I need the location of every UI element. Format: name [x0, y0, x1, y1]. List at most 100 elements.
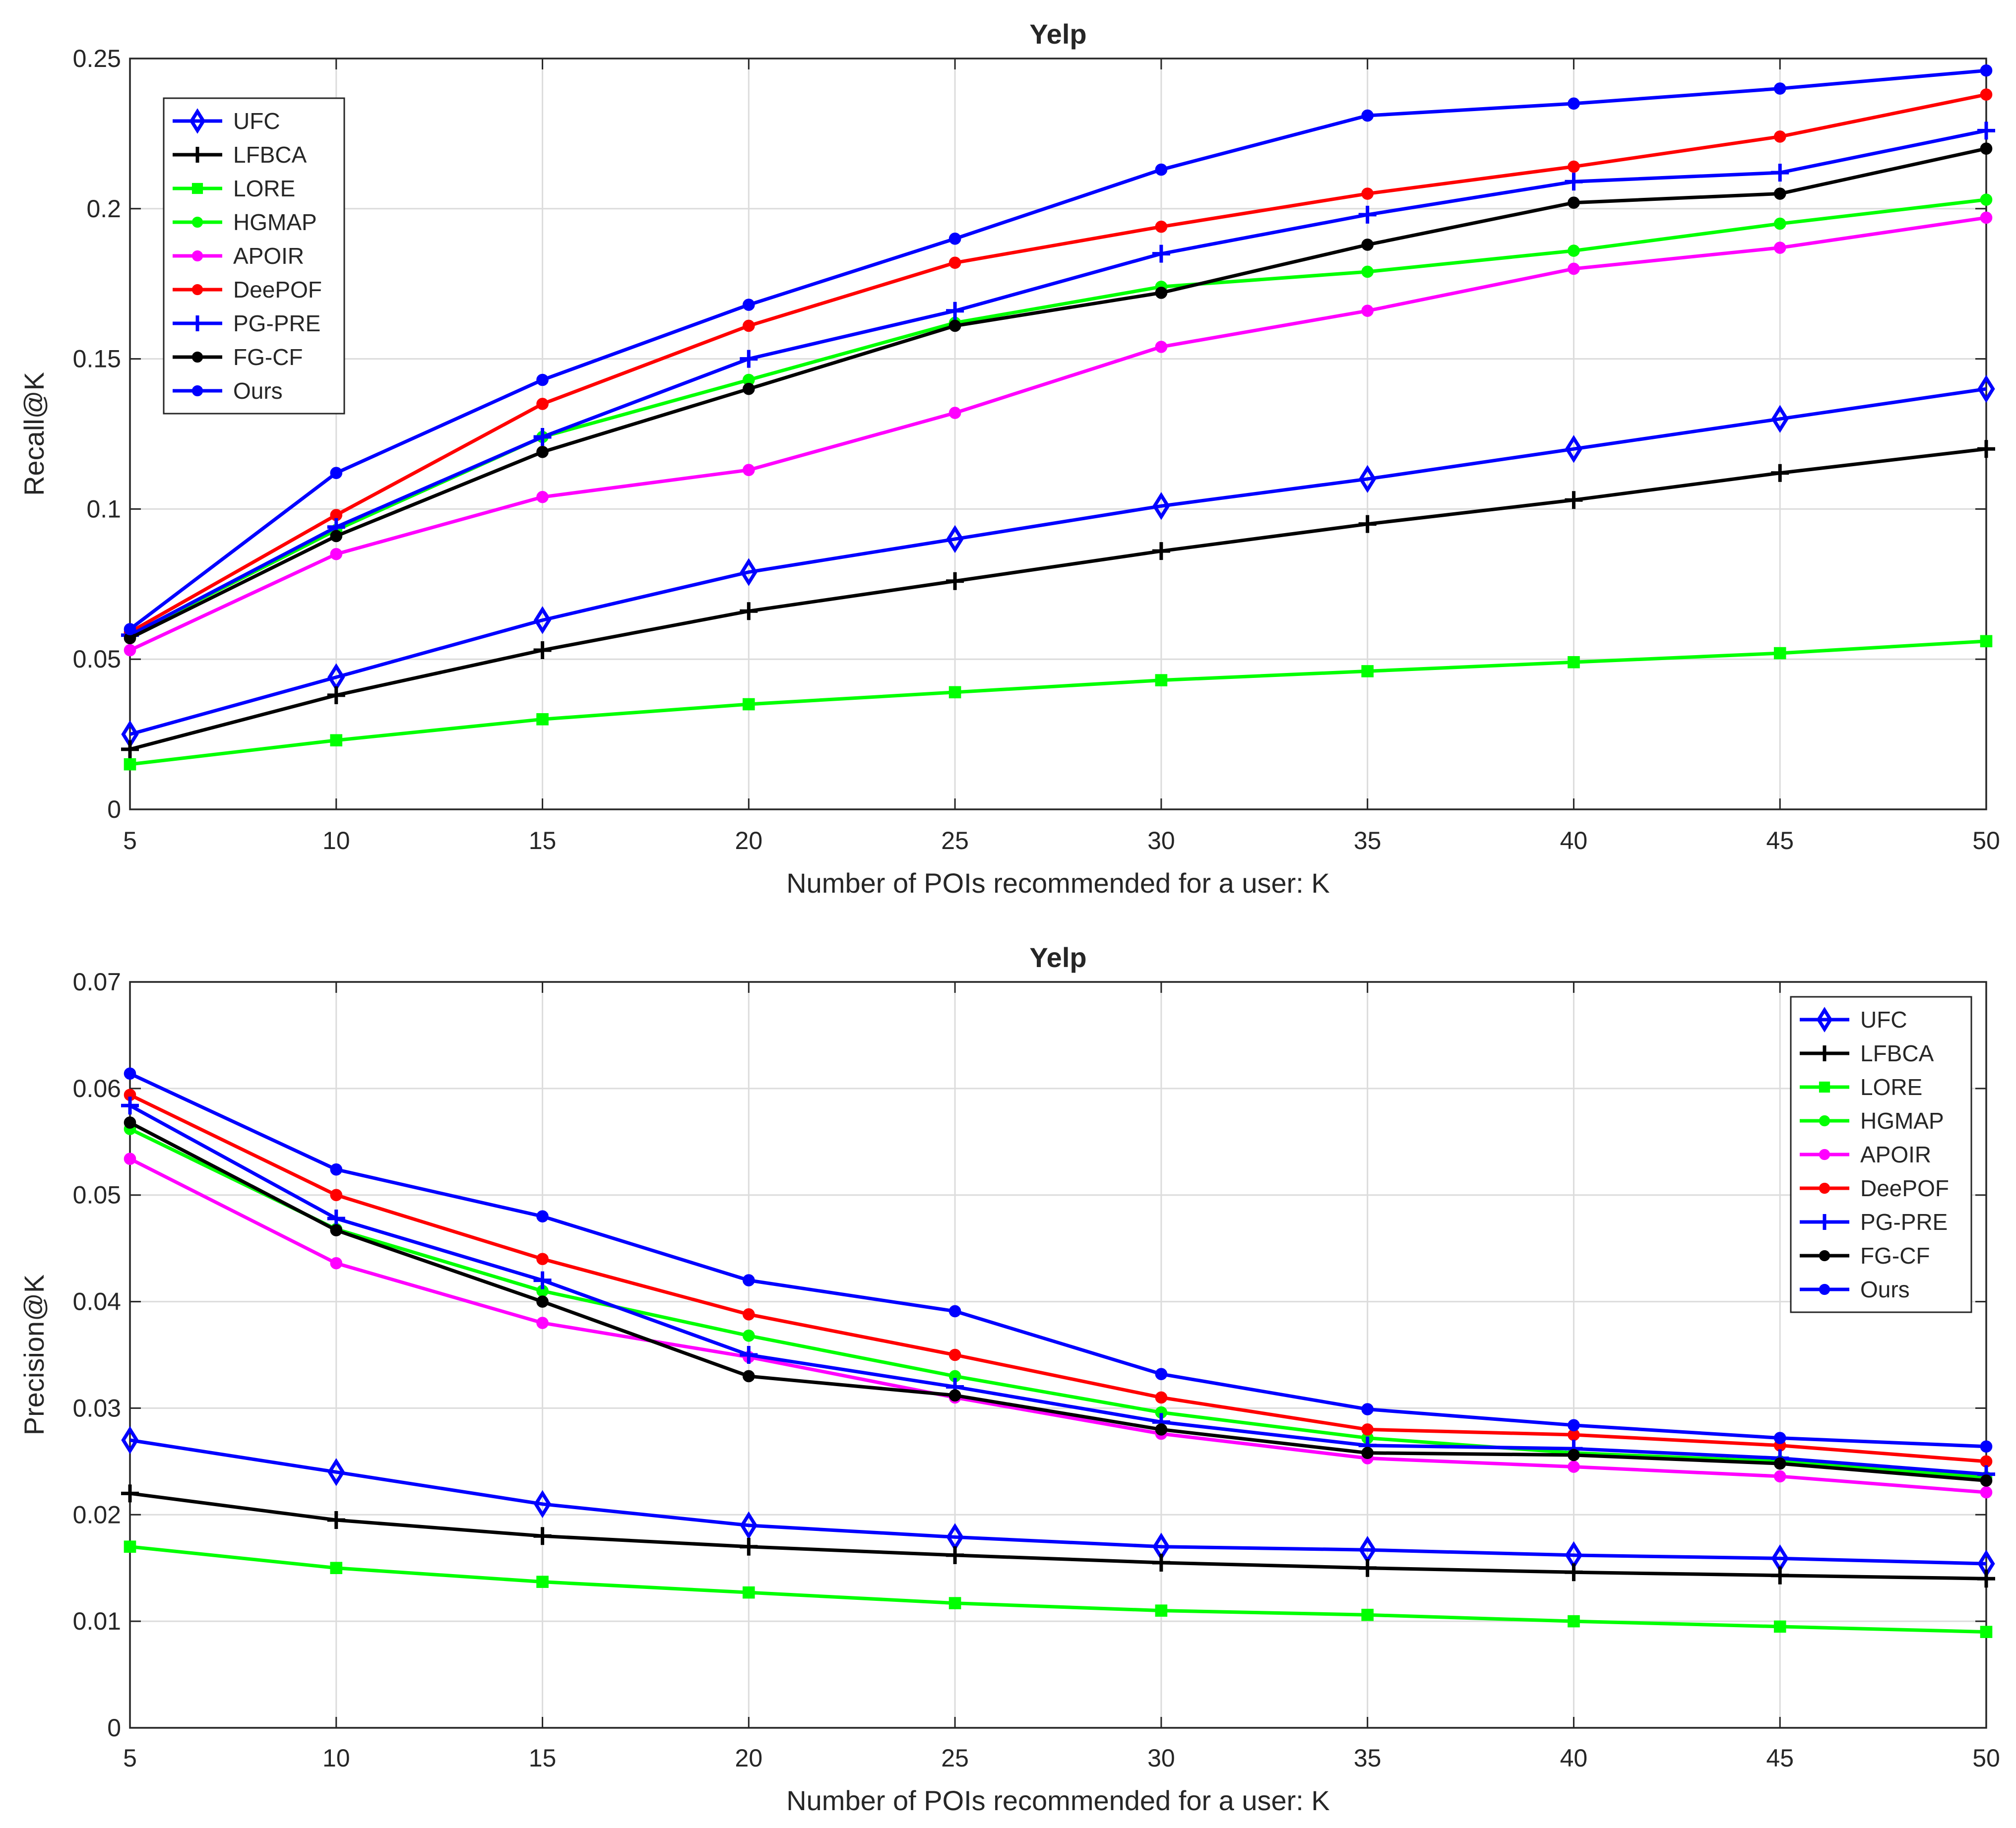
series-apoir: [124, 211, 1993, 657]
legend-label: FG-CF: [233, 344, 303, 370]
data-point: [121, 1097, 139, 1115]
data-point: [330, 467, 343, 480]
data-point: [740, 602, 758, 620]
y-tick-label: 0.04: [73, 1288, 121, 1316]
data-point: [1361, 239, 1374, 251]
data-point: [1361, 665, 1374, 677]
data-point: [743, 698, 755, 711]
y-tick-label: 0.2: [86, 195, 121, 223]
series-line: [129, 1104, 1987, 1476]
data-point: [1568, 1449, 1580, 1462]
legend-label: APOIR: [1860, 1142, 1931, 1167]
data-point: [1568, 1461, 1580, 1473]
plot-area: [130, 982, 1986, 1728]
plot-area: [130, 59, 1986, 809]
legend-item: LFBCA: [173, 142, 307, 168]
data-point: [948, 1597, 961, 1609]
series-line: [129, 1545, 1987, 1634]
x-tick-label: 40: [1560, 827, 1588, 854]
data-point: [1361, 109, 1374, 122]
data-point: [327, 1511, 345, 1529]
legend-marker: [191, 183, 203, 194]
data-point: [121, 1484, 139, 1503]
x-axis-label: Number of POIs recommended for a user: K: [786, 1785, 1330, 1816]
data-point: [1568, 656, 1580, 669]
data-point: [1568, 160, 1580, 173]
data-point: [1773, 1432, 1786, 1444]
x-tick-label: 35: [1354, 827, 1382, 854]
data-point: [1980, 211, 1993, 224]
legend-label: FG-CF: [1860, 1243, 1930, 1269]
data-point: [536, 713, 549, 726]
data-point: [330, 530, 343, 543]
data-point: [124, 758, 136, 771]
legend-marker: [1819, 1250, 1830, 1262]
data-point: [330, 1189, 343, 1202]
legend-marker: [191, 284, 203, 296]
legend-marker: [191, 250, 203, 262]
data-point: [948, 407, 961, 419]
data-point: [1773, 1457, 1786, 1470]
data-point: [330, 548, 343, 560]
legend-label: LORE: [233, 176, 295, 201]
y-tick-label: 0.05: [73, 645, 121, 673]
series-line: [129, 1491, 1987, 1581]
axes-box: [129, 981, 1987, 1729]
chart-title: Yelp: [1029, 942, 1086, 973]
data-point: [1155, 1604, 1168, 1617]
legend-marker: [191, 351, 203, 363]
data-point: [124, 1153, 136, 1165]
data-point: [948, 233, 961, 245]
data-point: [1771, 405, 1789, 433]
data-point: [1980, 1440, 1993, 1453]
data-point: [948, 686, 961, 699]
data-point: [740, 558, 757, 586]
data-point: [743, 319, 755, 332]
data-point: [1980, 193, 1993, 206]
data-point: [1977, 1570, 1995, 1588]
y-axis-label: Recall@K: [18, 372, 50, 496]
data-point: [1152, 542, 1170, 560]
data-point: [327, 686, 345, 704]
data-point: [1361, 1423, 1374, 1436]
data-point: [124, 1116, 136, 1129]
series-line: [128, 68, 1987, 631]
x-tick-label: 30: [1147, 827, 1175, 854]
data-point: [124, 623, 136, 635]
data-point: [1568, 97, 1580, 110]
data-point: [743, 1370, 755, 1383]
data-point: [740, 1346, 758, 1364]
data-point: [1155, 163, 1168, 176]
legend-label: HGMAP: [233, 209, 317, 235]
legend-item: FG-CF: [173, 344, 303, 370]
legend-item: UFC: [173, 108, 280, 134]
data-point: [1977, 440, 1995, 458]
legend-item: LORE: [1800, 1074, 1922, 1100]
legend-marker: [189, 147, 205, 163]
y-tick-label: 0.05: [73, 1181, 121, 1209]
data-point: [1568, 1615, 1580, 1628]
data-point: [121, 740, 139, 758]
data-point: [946, 572, 964, 590]
data-point: [1980, 1455, 1993, 1468]
data-point: [1361, 187, 1374, 200]
legend-label: UFC: [1860, 1007, 1907, 1033]
series-line: [129, 1121, 1987, 1483]
data-point: [1980, 142, 1993, 155]
legend: UFC LFBCA LORE HGMAP APOIR DeePOF PG-PRE FG-CF O…: [163, 97, 345, 415]
data-point: [740, 350, 758, 368]
data-point: [743, 464, 755, 476]
data-point: [1361, 1447, 1374, 1459]
data-point: [1773, 82, 1786, 95]
data-point: [743, 299, 755, 311]
series-fg-cf: [124, 142, 1993, 645]
data-point: [536, 490, 549, 503]
x-tick-label: 45: [1766, 1744, 1794, 1772]
legend-item: HGMAP: [1800, 1108, 1944, 1134]
series-line: [129, 1127, 1987, 1479]
data-point: [1358, 515, 1377, 533]
legend-marker: [1817, 1214, 1832, 1230]
series-deepof: [124, 1089, 1993, 1468]
data-point: [330, 734, 343, 747]
